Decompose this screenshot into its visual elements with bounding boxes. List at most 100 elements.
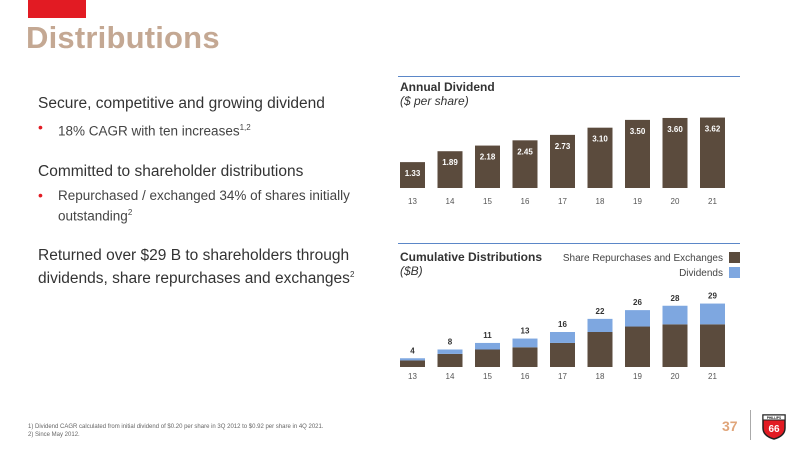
cumulative-year-label: 16 [521, 372, 530, 381]
dividend-year-label: 20 [671, 197, 680, 206]
cumulative-total-label: 29 [708, 292, 717, 301]
cumulative-year-label: 14 [446, 372, 455, 381]
footnote-2: 2) Since May 2012. [28, 432, 80, 438]
bullet-list: Secure, competitive and growing dividend… [38, 94, 378, 288]
dividend-year-label: 17 [558, 197, 567, 206]
sub-point-repurchased: • Repurchased / exchanged 34% of shares … [38, 187, 378, 225]
annual-dividend-title: Annual Dividend [400, 80, 495, 94]
sub-point-cagr: • 18% CAGR with ten increases1,2 [38, 119, 378, 140]
dividend-bar-segment [512, 338, 538, 348]
dividend-value-label: 1.89 [442, 158, 458, 167]
cumulative-top-rule [398, 243, 740, 244]
dividend-bar [475, 145, 500, 188]
dividend-year-label: 19 [633, 197, 642, 206]
cumulative-distributions-chart: 4 13 8 14 11 15 13 16 16 17 22 18 26 19 28 20 29 21 [400, 292, 725, 381]
dividend-value-label: 2.73 [555, 142, 571, 151]
bullet-dot-icon: • [38, 119, 43, 135]
dividend-year-label: 18 [596, 197, 605, 206]
bullet-dot-icon: • [38, 186, 43, 203]
dividend-bar [662, 117, 688, 188]
repurchase-bar-segment [437, 353, 463, 367]
sub-point-repurchased-text: Repurchased / exchanged 34% of shares in… [58, 187, 350, 224]
dividend-bar-segment [587, 318, 613, 332]
annual-dividend-top-rule [398, 76, 740, 77]
repurchase-bar-segment [400, 360, 425, 367]
cumulative-total-label: 28 [671, 294, 680, 303]
repurchase-bar-segment [550, 342, 575, 367]
dividend-year-label: 21 [708, 197, 717, 206]
cumulative-year-label: 18 [596, 372, 605, 381]
legend-swatch-dark [729, 252, 740, 263]
footnote-ref: 2 [127, 207, 133, 217]
main-point-returned-text: Returned over $29 B to shareholders thro… [38, 247, 350, 288]
header-accent-bar [28, 0, 86, 18]
dividend-value-label: 3.62 [705, 125, 721, 134]
legend-label: Dividends [679, 268, 723, 279]
page-number: 37 [722, 418, 738, 434]
dividend-bar [437, 151, 463, 188]
phillips66-logo-icon: PHILLIPS 66 [762, 414, 786, 440]
legend-label: Share Repurchases and Exchanges [562, 253, 723, 264]
main-point-distributions: Committed to shareholder distributions [38, 162, 378, 181]
dividend-bar [400, 162, 425, 188]
footnote-ref: 2 [349, 270, 355, 279]
repurchase-bar-segment [625, 326, 650, 367]
legend-share-repurchases: Share Repurchases and Exchanges [560, 252, 740, 264]
dividend-bar-segment [550, 332, 575, 343]
main-point-dividend-text: Secure, competitive and growing dividend [38, 95, 325, 112]
dividend-year-label: 14 [446, 197, 455, 206]
svg-text:PHILLIPS: PHILLIPS [767, 416, 781, 420]
dividend-bar [550, 134, 575, 188]
cumulative-year-label: 19 [633, 372, 642, 381]
dividend-bar [625, 119, 650, 188]
cumulative-total-label: 26 [633, 298, 642, 307]
cumulative-year-label: 15 [483, 372, 492, 381]
dividend-value-label: 3.60 [667, 125, 683, 134]
dividend-bar-segment [700, 303, 725, 325]
dividend-value-label: 2.45 [517, 147, 533, 156]
cumulative-year-label: 20 [671, 372, 680, 381]
cumulative-year-label: 21 [708, 372, 717, 381]
repurchase-bar-segment [587, 332, 613, 367]
dividend-bar-segment [400, 358, 425, 361]
dividend-value-label: 2.18 [480, 153, 496, 162]
repurchase-bar-segment [512, 347, 538, 367]
cumulative-total-label: 11 [483, 331, 492, 340]
footnote-1: 1) Dividend CAGR calculated from initial… [28, 424, 324, 430]
repurchase-bar-segment [475, 349, 500, 367]
dividend-year-label: 13 [408, 197, 417, 206]
main-point-returned: Returned over $29 B to shareholders thro… [38, 246, 378, 288]
cumulative-total-label: 4 [410, 346, 415, 355]
annual-dividend-subtitle: ($ per share) [400, 94, 469, 108]
dividend-value-label: 3.10 [592, 135, 608, 144]
page-title: Distributions [26, 20, 220, 55]
cumulative-subtitle: ($B) [400, 264, 423, 278]
footnote-ref: 1,2 [239, 123, 251, 132]
dividend-bar-segment [475, 342, 500, 350]
cumulative-year-label: 13 [408, 372, 417, 381]
dividend-year-label: 16 [521, 197, 530, 206]
legend-swatch-blue [729, 267, 740, 278]
repurchase-bar-segment [662, 324, 688, 367]
dividend-bar-segment [662, 305, 688, 325]
cumulative-title: Cumulative Distributions [400, 250, 543, 264]
dividend-bar-segment [437, 349, 463, 354]
svg-text:66: 66 [768, 424, 780, 435]
main-point-dividend: Secure, competitive and growing dividend [38, 94, 378, 113]
cumulative-total-label: 16 [558, 320, 567, 329]
cumulative-year-label: 17 [558, 372, 567, 381]
main-point-distributions-text: Committed to shareholder distributions [38, 162, 304, 180]
dividend-bar-segment [625, 310, 650, 327]
legend-dividends: Dividends [560, 267, 740, 279]
dividend-bar [587, 127, 613, 188]
cumulative-total-label: 22 [596, 307, 605, 316]
footer-divider [750, 410, 751, 440]
dividend-value-label: 1.33 [405, 169, 421, 178]
sub-point-cagr-text: 18% CAGR with ten increases [58, 123, 240, 139]
repurchase-bar-segment [700, 324, 725, 367]
dividend-bar [512, 140, 538, 188]
annual-dividend-chart: 1.33 13 1.89 14 2.18 15 2.45 16 2.73 17 3.10 18 3.50… [400, 117, 725, 206]
cumulative-total-label: 8 [448, 338, 453, 347]
dividend-year-label: 15 [483, 197, 492, 206]
footnotes: 1) Dividend CAGR calculated from initial… [28, 423, 324, 439]
